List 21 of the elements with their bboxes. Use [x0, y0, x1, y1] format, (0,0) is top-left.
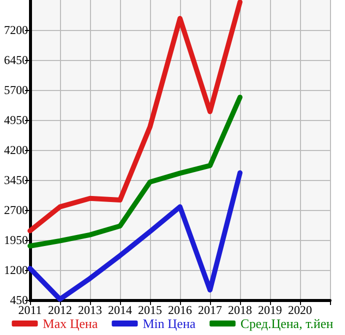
y-tick-label: 5700 — [4, 83, 28, 97]
x-tick-label: 2013 — [78, 303, 102, 317]
x-tick-label: 2014 — [108, 303, 132, 317]
x-tick-label: 2012 — [48, 303, 72, 317]
x-tick-label: 2016 — [168, 303, 192, 317]
legend-label: Сред.Цена, т.йен — [240, 316, 334, 331]
y-tick-label: 1950 — [4, 233, 28, 247]
y-tick-label: 3450 — [4, 173, 28, 187]
legend-label: Max Цена — [42, 316, 98, 331]
x-tick-label: 2019 — [258, 303, 282, 317]
legend-label: Min Цена — [142, 316, 196, 331]
x-tick-label: 2015 — [138, 303, 162, 317]
y-tick-label: 4950 — [4, 113, 28, 127]
y-tick-label: 1200 — [4, 263, 28, 277]
x-tick-label: 2017 — [198, 303, 222, 317]
x-tick-label: 2020 — [288, 303, 312, 317]
y-tick-label: 4200 — [4, 143, 28, 157]
y-tick-label: 6450 — [4, 53, 28, 67]
y-tick-label: 7200 — [4, 23, 28, 37]
y-tick-label: 2700 — [4, 203, 28, 217]
x-tick-label: 2018 — [228, 303, 252, 317]
